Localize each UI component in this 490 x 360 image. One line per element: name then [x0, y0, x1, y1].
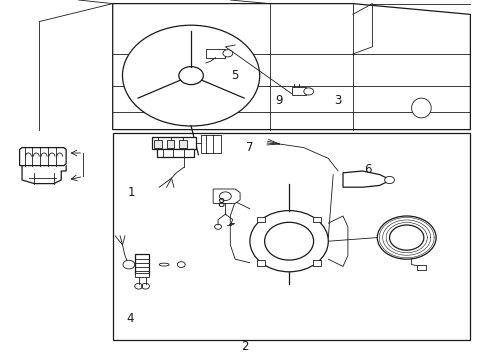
Text: 3: 3	[334, 94, 342, 107]
Bar	[201, 135, 220, 153]
Ellipse shape	[265, 222, 314, 260]
Circle shape	[122, 25, 260, 126]
Text: 1: 1	[127, 186, 135, 199]
Circle shape	[179, 67, 203, 85]
Polygon shape	[343, 171, 387, 187]
Bar	[113, 133, 470, 340]
Bar	[313, 260, 321, 266]
Circle shape	[123, 260, 135, 269]
Polygon shape	[213, 189, 240, 203]
Polygon shape	[292, 87, 306, 95]
Text: 8: 8	[217, 197, 224, 210]
Bar	[179, 140, 187, 148]
Polygon shape	[20, 148, 66, 166]
Circle shape	[304, 88, 314, 95]
Circle shape	[223, 50, 233, 57]
Text: 6: 6	[364, 163, 371, 176]
Circle shape	[377, 216, 436, 259]
Ellipse shape	[412, 98, 431, 118]
Text: 4: 4	[126, 312, 134, 325]
Circle shape	[385, 176, 394, 184]
Ellipse shape	[250, 211, 328, 272]
Ellipse shape	[159, 263, 169, 266]
Polygon shape	[113, 4, 470, 130]
Bar	[152, 137, 196, 149]
Bar	[154, 140, 162, 148]
Polygon shape	[206, 49, 225, 58]
Bar	[157, 149, 194, 157]
Bar	[257, 217, 265, 222]
Text: 7: 7	[246, 141, 254, 154]
Bar	[167, 140, 174, 148]
Text: 5: 5	[231, 69, 239, 82]
Circle shape	[177, 262, 185, 267]
Text: 2: 2	[241, 340, 249, 353]
Text: 9: 9	[275, 94, 283, 107]
Bar	[416, 265, 426, 270]
Circle shape	[220, 192, 231, 201]
Circle shape	[390, 225, 424, 250]
Bar	[257, 260, 265, 266]
Bar	[313, 217, 321, 222]
Bar	[135, 273, 149, 277]
Bar	[135, 254, 149, 274]
